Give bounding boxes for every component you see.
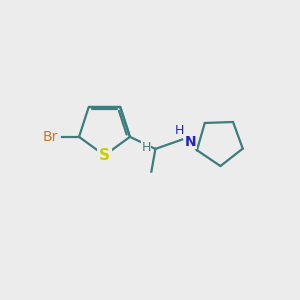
Text: Br: Br xyxy=(42,130,58,144)
Text: N: N xyxy=(184,135,196,149)
Text: S: S xyxy=(99,148,110,163)
Text: H: H xyxy=(141,141,151,154)
Text: H: H xyxy=(175,124,184,137)
